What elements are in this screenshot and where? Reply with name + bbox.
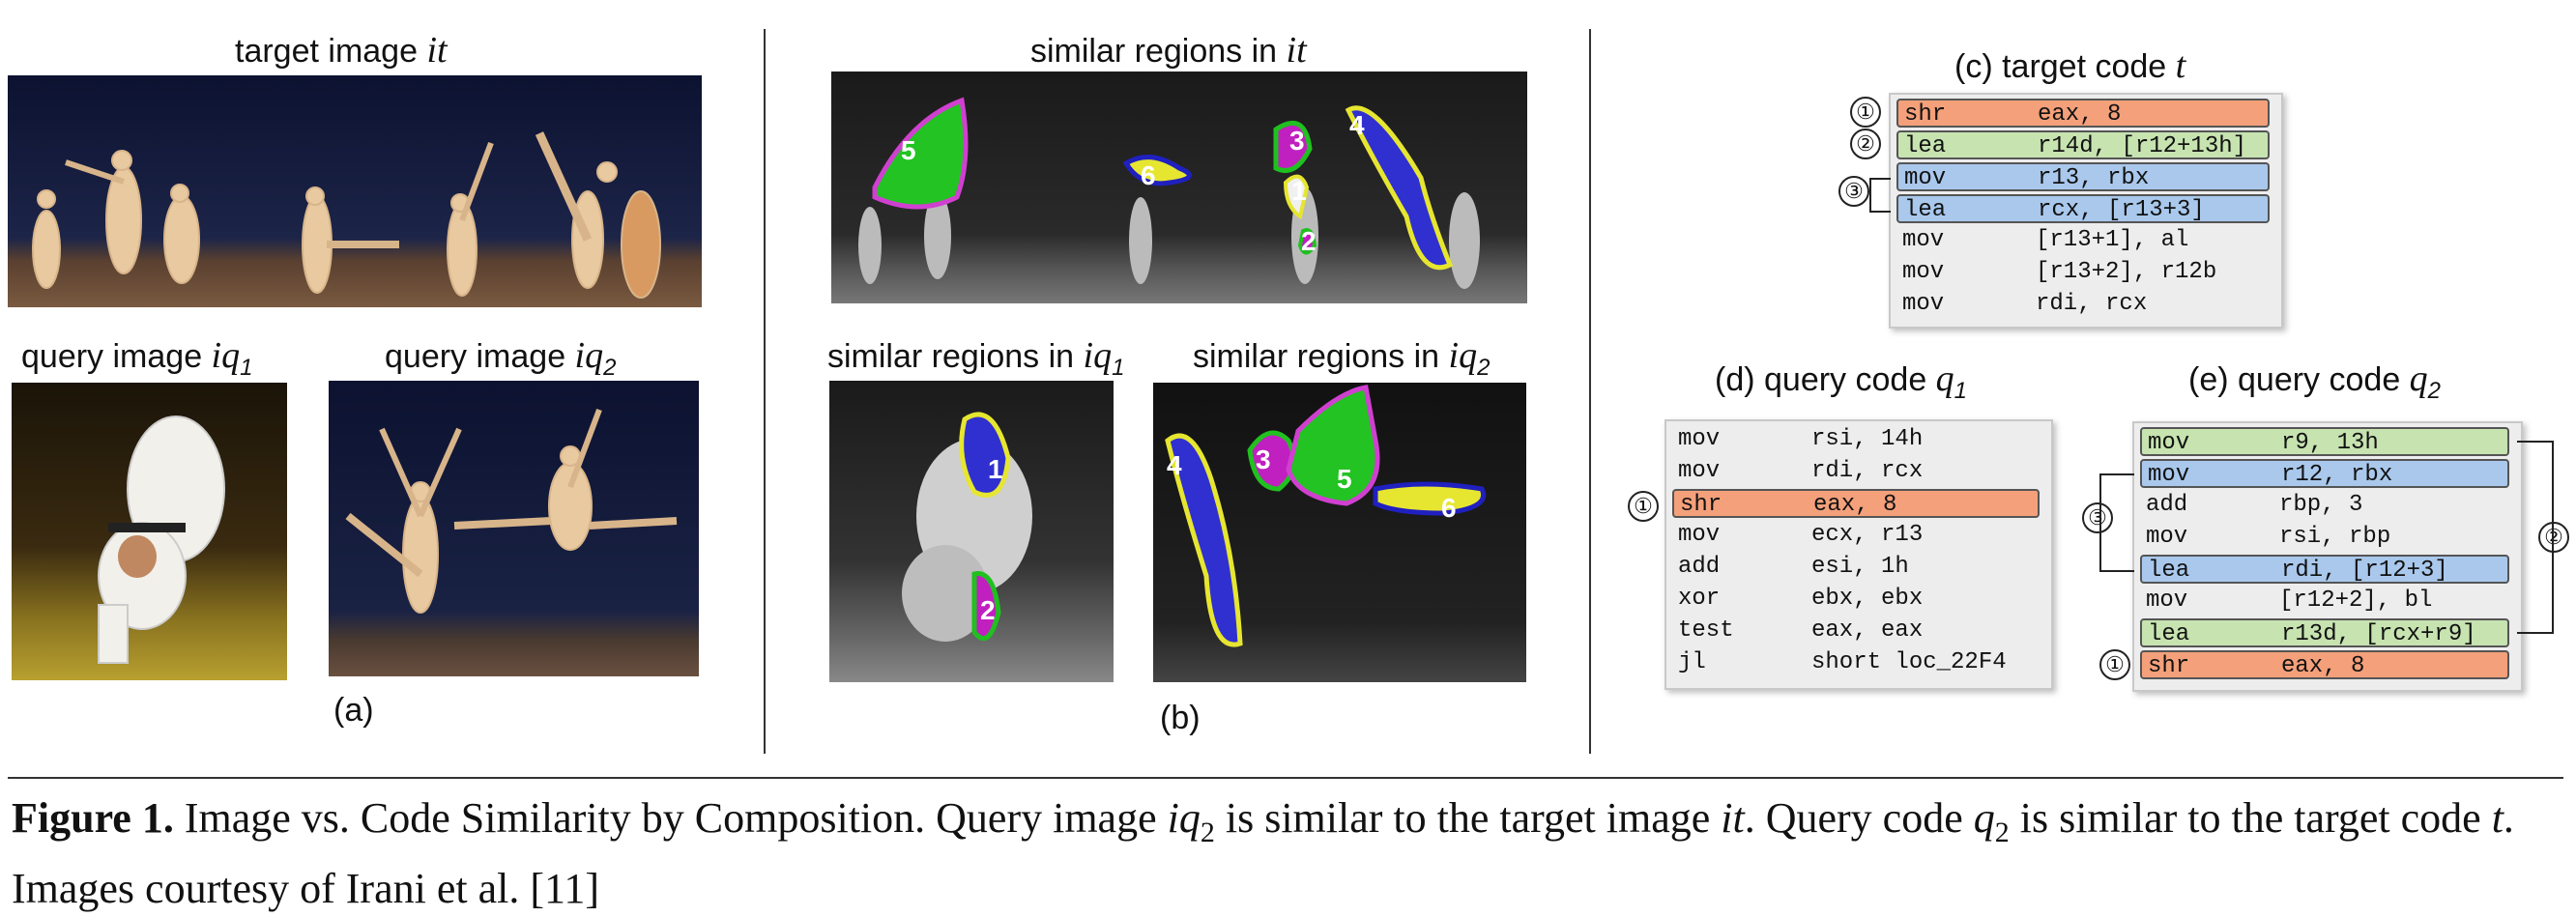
match-marker: ①: [2099, 649, 2130, 680]
region-overlays-q1: [902, 412, 1032, 642]
caption-rule: [8, 777, 2563, 779]
query-code-2-box: mov r9, 13h mov r12, rbx add rbp, 3 mov rsi,…: [2132, 421, 2523, 692]
dancers-silhouettes: [32, 131, 661, 299]
code-line: mov r13, rbx: [1896, 162, 2270, 191]
query-code-2-title: (e) query code q2: [2188, 358, 2442, 404]
region-number: 2: [980, 595, 996, 625]
target-image-title: target image it: [235, 30, 448, 71]
code-line: lea r13d, [rcx+r9]: [2140, 618, 2509, 647]
similar-regions-it-title: similar regions in it: [1030, 30, 1307, 71]
figure-caption: Figure 1. Image vs. Code Similarity by C…: [12, 794, 2514, 912]
code-line: lea r14d, [r12+13h]: [1896, 130, 2270, 159]
region-number: 3: [1256, 444, 1271, 474]
region-number: 1: [988, 454, 1003, 484]
region-overlays-target: [858, 97, 1480, 289]
region-number: 5: [1337, 464, 1352, 494]
region-number: 6: [1441, 493, 1457, 523]
code-line: shr eax, 8: [1896, 99, 2270, 128]
query-code-1-title: (d) query code q1: [1715, 358, 1968, 404]
query-image-2-title: query image iq2: [385, 335, 617, 381]
similar-regions-iq1-title: similar regions in iq1: [827, 335, 1125, 381]
code-line: shr eax, 8: [2140, 650, 2509, 679]
target-image: [8, 75, 702, 307]
region-number: 1: [1291, 176, 1307, 206]
match-bracket: [2517, 441, 2554, 634]
match-bracket: [1869, 178, 1891, 213]
match-bracket: [2099, 473, 2134, 572]
code-line: mov [r12+2], bl: [2146, 587, 2433, 614]
region-number: 5: [901, 135, 916, 165]
query-image-1-title: query image iq1: [21, 335, 253, 381]
match-marker: ①: [1628, 491, 1659, 522]
code-line: test eax, eax: [1678, 617, 1924, 644]
region-number: 4: [1349, 110, 1365, 140]
match-marker: ②: [1850, 129, 1881, 159]
similar-regions-query-1: 1 2: [829, 381, 1114, 682]
code-line: mov ecx, r13: [1678, 522, 1924, 548]
code-line: mov [r13+2], r12b: [1902, 259, 2217, 285]
region-number: 4: [1167, 450, 1182, 480]
divider-left: [764, 29, 766, 754]
region-number: 2: [1301, 226, 1317, 256]
ballet-dancers: [345, 408, 678, 614]
divider-right: [1589, 29, 1591, 754]
similar-regions-query-2: 4 3 5 6: [1153, 383, 1526, 682]
region-overlays-q2: [1165, 385, 1486, 647]
query-image-2: [329, 381, 699, 676]
query-code-1-box: mov rsi, 14h mov rdi, rcx shr eax, 8 mov ecx…: [1664, 419, 2053, 690]
region-number: 6: [1141, 160, 1156, 190]
code-line: mov [r13+1], al: [1902, 227, 2189, 253]
code-line: add esi, 1h: [1678, 554, 1909, 580]
target-code-box: shr eax, 8 lea r14d, [r12+13h] mov r13, rbx…: [1889, 93, 2283, 329]
code-line: lea rdi, [r12+3]: [2140, 555, 2509, 584]
similar-regions-iq2-title: similar regions in iq2: [1193, 335, 1491, 381]
code-line: mov rdi, rcx: [1678, 458, 1924, 484]
match-marker: ③: [2082, 502, 2113, 533]
code-line: mov r12, rbx: [2140, 459, 2509, 488]
judo-figures: [98, 416, 225, 664]
code-line: mov rdi, rcx: [1902, 291, 2148, 317]
code-line: mov r9, 13h: [2140, 427, 2509, 456]
match-marker: ①: [1850, 97, 1881, 128]
code-line: mov rsi, 14h: [1678, 426, 1924, 452]
panel-b-label: (b): [1160, 700, 1201, 736]
panel-a-label: (a): [333, 692, 374, 729]
code-line: add rbp, 3: [2146, 492, 2363, 518]
region-number: 3: [1289, 126, 1305, 156]
target-code-title: (c) target code t: [1954, 45, 2186, 86]
code-line: lea rcx, [r13+3]: [1896, 194, 2270, 223]
code-line: mov rsi, rbp: [2146, 524, 2391, 550]
match-marker: ③: [1838, 176, 1869, 207]
similar-regions-target: 5 6 3 1 2 4: [831, 72, 1527, 303]
query-image-1: [12, 383, 287, 680]
code-line: shr eax, 8: [1672, 489, 2040, 518]
code-line: jl short loc_22F4: [1678, 649, 2007, 675]
code-line: xor ebx, ebx: [1678, 586, 1924, 612]
